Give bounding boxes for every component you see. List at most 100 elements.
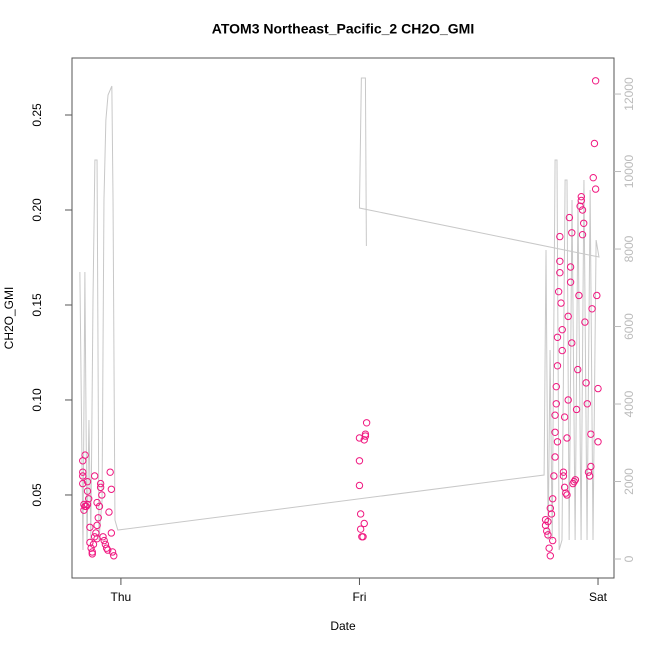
point [361,432,370,440]
point [577,196,586,205]
x-tick-label: Thu [111,590,132,604]
point [583,400,591,408]
point [558,346,566,355]
point [550,472,558,480]
y2-tick-label: 2000 [622,468,636,495]
y2-tick-label: 0 [622,555,636,562]
point [587,430,595,438]
point [82,502,91,511]
point [551,453,559,461]
point [563,434,571,442]
point [107,485,116,493]
y2-tick-label: 12000 [622,77,636,111]
point [560,413,569,421]
point [543,527,551,535]
point [570,477,578,486]
point [564,396,572,404]
point [104,546,112,554]
point [589,173,597,182]
point [587,462,595,471]
point [93,534,101,543]
point [568,229,576,237]
y2-tick-label: 8000 [622,235,636,262]
y-tick-label: 0.25 [30,103,44,127]
point [594,384,602,393]
point [544,517,552,526]
point [94,514,102,522]
point [553,438,562,446]
point [591,77,600,85]
point [362,419,371,427]
point [83,487,92,495]
point [575,291,583,300]
point [578,206,587,214]
point [548,536,557,545]
point [552,382,560,391]
point [556,268,564,277]
point [578,230,587,239]
point [360,519,368,528]
point [88,550,96,558]
y-tick-label: 0.05 [30,483,44,507]
y2-tick-label: 4000 [622,390,636,417]
point [560,483,569,492]
point [95,502,104,511]
y-tick-label: 0.15 [30,293,44,317]
point [554,287,563,296]
point [546,552,555,560]
point [108,548,117,556]
point [96,479,105,488]
point [79,479,87,488]
point [585,472,594,480]
point [360,436,368,444]
point [80,500,88,509]
x-tick-label: Sat [589,590,608,604]
point [86,538,94,547]
point [591,185,600,193]
point [574,365,582,374]
point [572,405,581,414]
point [562,489,570,497]
point [566,278,575,286]
point [545,544,553,552]
point [568,339,576,347]
point [547,510,556,518]
point [558,325,566,334]
point [110,552,118,560]
point [552,400,560,408]
x-axis-label: Date [330,619,356,633]
point [106,468,114,476]
point [556,232,564,241]
point [87,544,95,552]
y-axis-label: CH2O_GMI [2,287,16,350]
point [557,299,565,307]
y2-tick-label: 6000 [622,313,636,340]
line [79,77,600,551]
point [93,521,101,530]
point [86,523,94,531]
point [553,362,562,370]
point [356,525,365,533]
point [361,430,370,438]
point [544,531,552,539]
point [105,508,113,516]
point [551,411,559,419]
point [580,219,588,227]
point [83,477,92,486]
point [355,481,364,490]
point [565,213,574,222]
point [359,533,367,541]
point [581,318,589,326]
point [79,468,87,476]
y-tick-label: 0.10 [30,388,44,412]
point [96,483,105,492]
point [102,544,111,552]
point [79,472,87,480]
x-tick-label: Fri [352,590,366,604]
point [546,504,555,512]
point [582,379,590,387]
point [576,202,584,210]
